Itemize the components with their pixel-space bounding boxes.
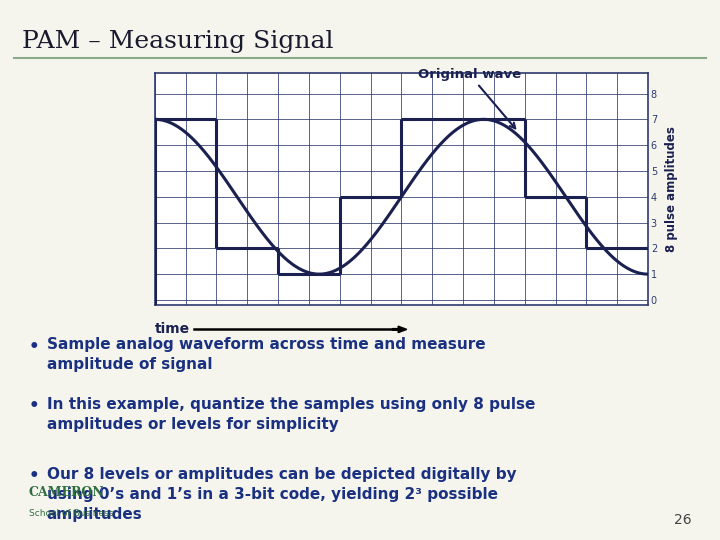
Text: CAMERON: CAMERON xyxy=(29,487,104,500)
Text: •: • xyxy=(29,338,40,355)
Text: PAM – Measuring Signal: PAM – Measuring Signal xyxy=(22,30,333,53)
Text: •: • xyxy=(29,397,40,415)
Text: 26: 26 xyxy=(674,512,691,526)
Text: Sample analog waveform across time and measure
amplitude of signal: Sample analog waveform across time and m… xyxy=(47,338,485,372)
Text: Our 8 levels or amplitudes can be depicted digitally by
using 0’s and 1’s in a 3: Our 8 levels or amplitudes can be depict… xyxy=(47,467,516,522)
Y-axis label: 8 pulse amplitudes: 8 pulse amplitudes xyxy=(665,126,678,252)
Text: Original wave: Original wave xyxy=(418,68,521,129)
Text: time: time xyxy=(155,322,190,336)
Text: In this example, quantize the samples using only 8 pulse
amplitudes or levels fo: In this example, quantize the samples us… xyxy=(47,397,535,431)
Text: School of Business: School of Business xyxy=(29,509,113,518)
Text: •: • xyxy=(29,467,40,485)
